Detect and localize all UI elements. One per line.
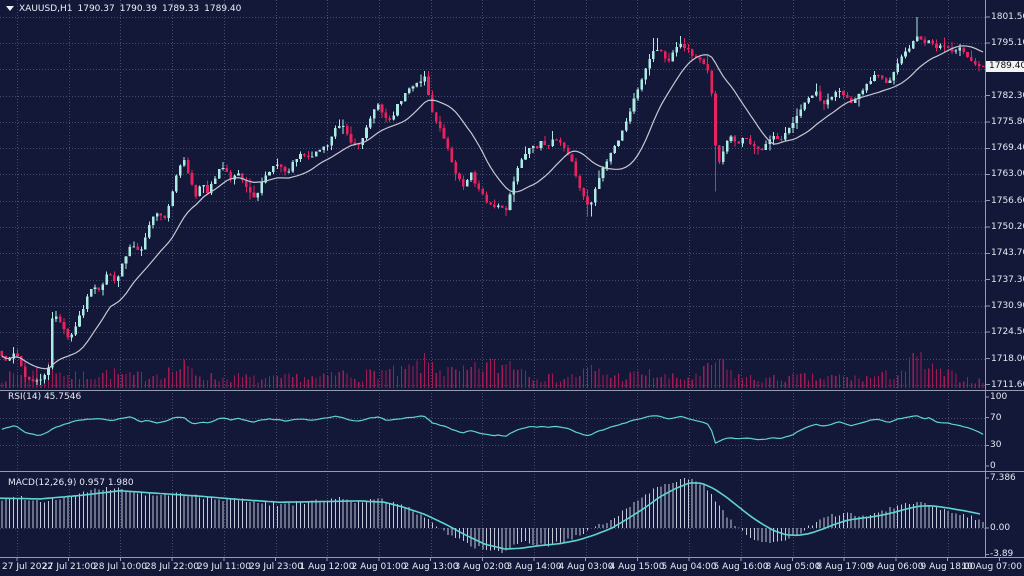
- symbol-marker-icon: [6, 6, 14, 11]
- time-axis-label: 9 Aug 06:00: [868, 562, 924, 572]
- macd-indicator-label: MACD(12,26,9) 0.957 1.980: [8, 478, 134, 488]
- price-axis-label: 1711.60: [991, 380, 1024, 390]
- chart-header: XAUUSD,H1 1790.37 1790.39 1789.33 1789.40: [6, 4, 246, 14]
- time-axis-label: 2 Aug 01:00: [351, 562, 407, 572]
- time-axis-label: 27 Jul 21:00: [42, 562, 96, 572]
- time-axis-label: 3 Aug 14:00: [506, 562, 562, 572]
- rsi-scale-label: 30: [990, 440, 1002, 450]
- rsi-indicator-label: RSI(14) 45.7546: [8, 392, 82, 402]
- ohlc-close: 1789.40: [204, 4, 242, 14]
- price-axis-label: 1763.00: [991, 169, 1024, 179]
- current-price-badge: 1789.40: [986, 61, 1024, 72]
- time-axis-label: 10 Aug 07:00: [961, 562, 1022, 572]
- price-axis-label: 1795.10: [991, 38, 1024, 48]
- time-axis-label: 9 Aug 18:00: [920, 562, 976, 572]
- macd-scale-label: -3.89: [990, 549, 1014, 559]
- price-axis-label: 1782.30: [991, 91, 1024, 101]
- price-axis-label: 1718.00: [991, 354, 1024, 364]
- rsi-scale-label: 70: [990, 413, 1002, 423]
- ohlc-high: 1790.39: [119, 4, 157, 14]
- time-axis-label: 28 Jul 10:00: [93, 562, 147, 572]
- macd-scale-label: 0.00: [990, 523, 1011, 533]
- symbol-label: XAUUSD,H1: [19, 4, 73, 14]
- time-axis-label: 29 Jul 11:00: [197, 562, 251, 572]
- ohlc-open: 1790.37: [77, 4, 115, 14]
- time-axis-label: 29 Jul 23:00: [249, 562, 303, 572]
- time-axis-label: 1 Aug 12:00: [299, 562, 355, 572]
- price-axis-label: 1775.80: [991, 117, 1024, 127]
- time-axis-label: 2 Aug 13:00: [403, 562, 459, 572]
- time-axis-label: 5 Aug 04:00: [661, 562, 717, 572]
- price-axis-label: 1750.20: [991, 222, 1024, 232]
- time-axis-label: 5 Aug 16:00: [713, 562, 769, 572]
- time-axis-label: 28 Jul 22:00: [145, 562, 199, 572]
- price-axis-label: 1769.40: [991, 143, 1024, 153]
- time-axis-label: 3 Aug 02:00: [454, 562, 510, 572]
- time-axis-label: 27 Jul 2022: [2, 562, 53, 572]
- price-axis-label: 1801.50: [991, 12, 1024, 22]
- time-axis-label: 8 Aug 17:00: [816, 562, 872, 572]
- price-axis-label: 1737.30: [991, 275, 1024, 285]
- ohlc-low: 1789.33: [161, 4, 200, 14]
- rsi-scale-label: 100: [990, 392, 1008, 402]
- price-axis-label: 1756.60: [991, 196, 1024, 206]
- macd-scale-label: 7.386: [990, 473, 1016, 483]
- time-axis-label: 4 Aug 15:00: [609, 562, 665, 572]
- price-axis-label: 1743.70: [991, 248, 1024, 258]
- price-axis-label: 1730.90: [991, 301, 1024, 311]
- rsi-scale-label: 0: [990, 461, 996, 471]
- price-axis-label: 1724.50: [991, 327, 1024, 337]
- time-axis-label: 8 Aug 05:00: [765, 562, 821, 572]
- time-axis-label: 4 Aug 03:00: [558, 562, 614, 572]
